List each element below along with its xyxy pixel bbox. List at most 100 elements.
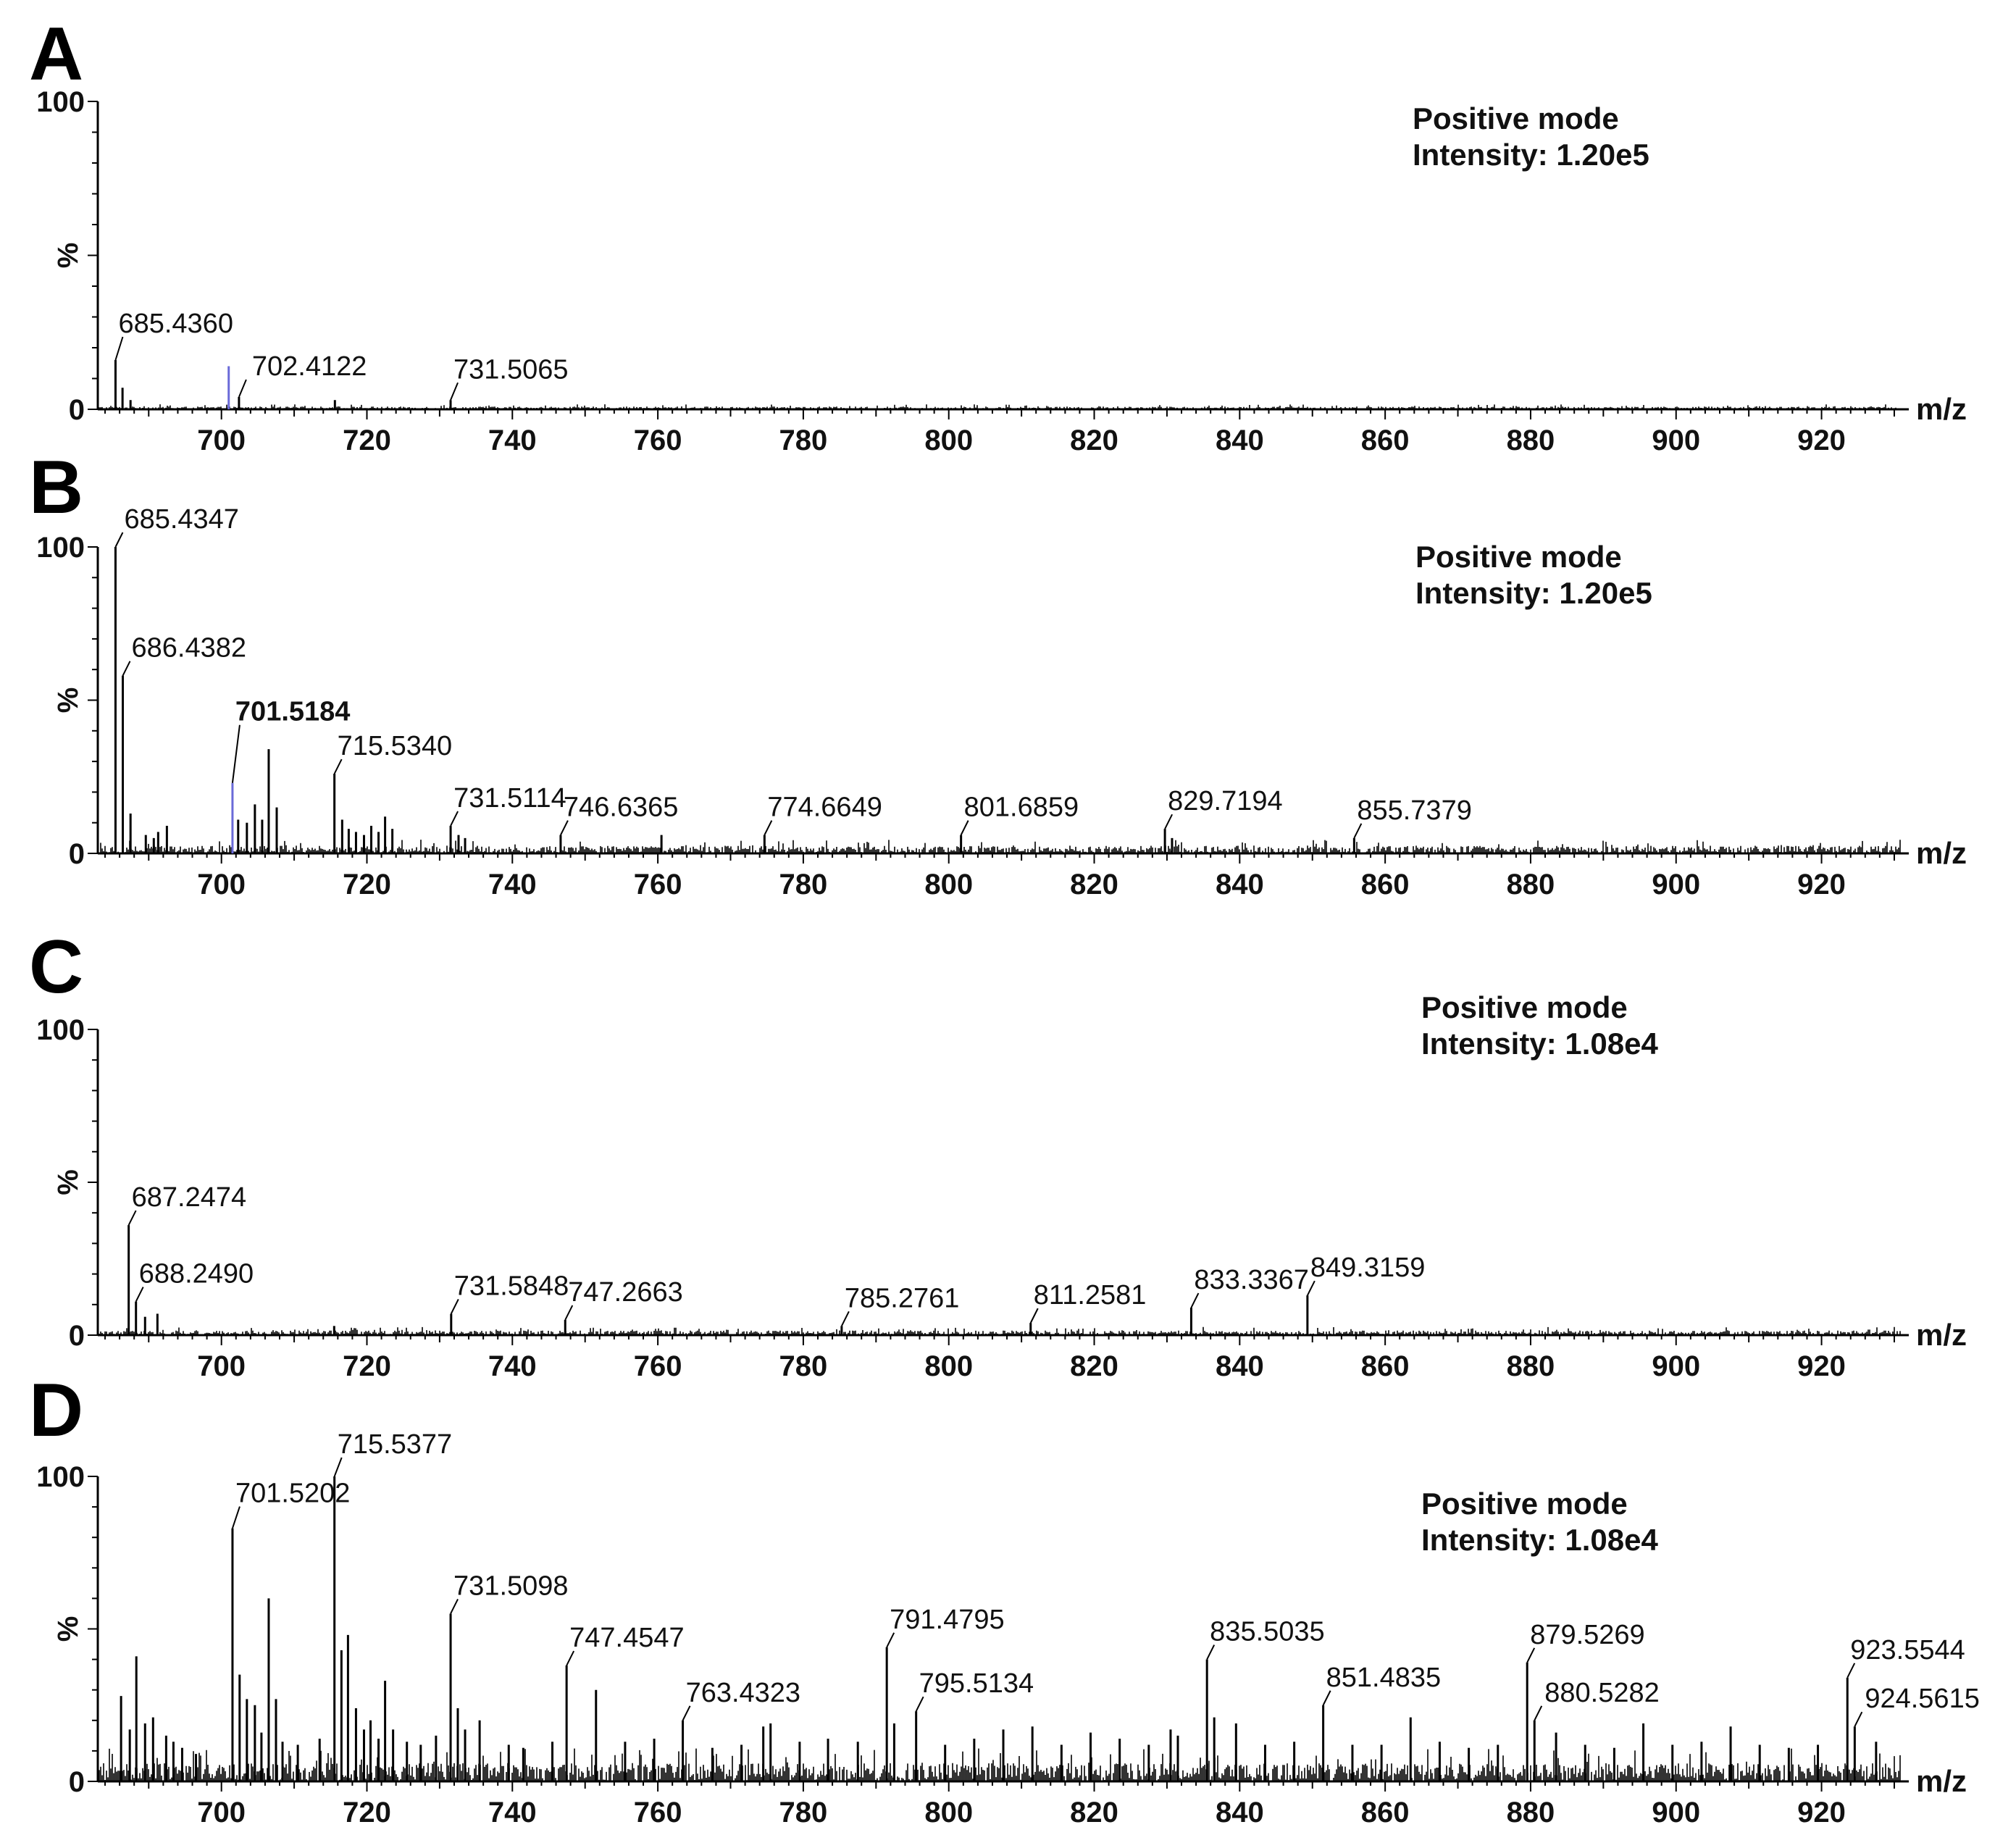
peak-leader xyxy=(840,1311,850,1326)
annotation-line: Intensity: 1.20e5 xyxy=(1415,576,1652,610)
panel-letter-d: D xyxy=(29,1368,83,1452)
x-tick-label: 920 xyxy=(1797,1350,1846,1382)
peak-label: 924.5615 xyxy=(1865,1684,1980,1714)
peak-leader xyxy=(564,1305,574,1321)
annotation-line: Intensity: 1.08e4 xyxy=(1421,1523,1658,1557)
peak-label: 763.4323 xyxy=(686,1678,800,1708)
peak-label: 801.6859 xyxy=(964,793,1079,823)
x-tick-label: 800 xyxy=(924,1350,973,1382)
peak-label: 731.5098 xyxy=(453,1571,569,1601)
peak-leader xyxy=(1846,1663,1856,1679)
peak-leader xyxy=(1029,1308,1039,1324)
peak-leader xyxy=(114,336,124,361)
y-tick-label: 0 xyxy=(69,394,85,426)
x-tick-label: 820 xyxy=(1070,425,1118,456)
peak-leader xyxy=(450,1299,459,1314)
x-tick-label: 780 xyxy=(779,1350,828,1382)
y-tick-label: 0 xyxy=(69,1766,85,1798)
x-tick-label: 840 xyxy=(1216,1797,1264,1828)
peak-leader xyxy=(135,1287,144,1303)
x-axis-label: m/z xyxy=(1916,392,1967,426)
y-axis-label: % xyxy=(52,687,84,714)
x-tick-label: 900 xyxy=(1652,1797,1700,1828)
x-tick-label: 720 xyxy=(343,425,391,456)
x-tick-label: 860 xyxy=(1361,1797,1410,1828)
peak-leader xyxy=(114,532,124,548)
x-tick-label: 860 xyxy=(1361,1350,1410,1382)
x-axis-label: m/z xyxy=(1916,836,1967,870)
x-tick-label: 880 xyxy=(1507,425,1555,456)
x-tick-label: 840 xyxy=(1216,425,1264,456)
y-tick-label: 0 xyxy=(69,1320,85,1352)
peak-label: 785.2761 xyxy=(845,1283,960,1313)
peak-label: 833.3367 xyxy=(1194,1265,1309,1295)
peak-leader xyxy=(1526,1647,1536,1663)
peak-leader xyxy=(960,820,969,836)
y-tick-label: 100 xyxy=(36,1014,85,1046)
peak-leader xyxy=(333,1457,343,1477)
annotation-line: Positive mode xyxy=(1421,1487,1628,1521)
y-tick-label: 100 xyxy=(36,532,85,564)
x-tick-label: 780 xyxy=(779,869,828,900)
peak-label: 746.6365 xyxy=(564,793,679,823)
peak-label: 774.6649 xyxy=(767,793,882,823)
peak-label: 701.5184 xyxy=(235,697,351,727)
peak-leader xyxy=(886,1632,895,1648)
peak-leader xyxy=(1353,823,1363,839)
peak-leader xyxy=(238,379,247,398)
peak-leader xyxy=(1164,814,1174,829)
x-tick-label: 760 xyxy=(634,1350,682,1382)
peak-leader xyxy=(450,811,459,827)
x-tick-label: 700 xyxy=(197,1350,246,1382)
peak-label: 855.7379 xyxy=(1357,795,1472,826)
peak-leader xyxy=(232,1506,241,1529)
x-tick-label: 900 xyxy=(1652,869,1700,900)
peak-leader xyxy=(915,1696,924,1712)
annotation-line: Positive mode xyxy=(1421,990,1628,1024)
noise-baseline xyxy=(99,1748,1901,1781)
peak-label: 851.4835 xyxy=(1326,1663,1442,1693)
peak-label: 686.4382 xyxy=(132,633,247,664)
x-tick-label: 740 xyxy=(488,1350,537,1382)
peak-leader xyxy=(1534,1705,1543,1721)
panel-letter-a: A xyxy=(29,12,83,96)
peak-label: 701.5202 xyxy=(235,1479,351,1509)
peak-label: 715.5377 xyxy=(338,1429,452,1460)
x-tick-label: 860 xyxy=(1361,425,1410,456)
peak-label: 747.4547 xyxy=(569,1623,685,1653)
peak-leader xyxy=(682,1705,691,1721)
x-tick-label: 880 xyxy=(1507,1797,1555,1828)
peak-label: 923.5544 xyxy=(1850,1635,1965,1665)
x-tick-label: 780 xyxy=(779,425,828,456)
x-tick-label: 800 xyxy=(924,425,973,456)
x-tick-label: 720 xyxy=(343,869,391,900)
peak-label: 747.2663 xyxy=(568,1277,683,1308)
x-tick-label: 700 xyxy=(197,425,246,456)
peak-label: 811.2581 xyxy=(1034,1280,1147,1311)
annotation-line: Intensity: 1.08e4 xyxy=(1421,1027,1658,1061)
peak-leader xyxy=(450,1599,459,1614)
peak-label: 685.4360 xyxy=(118,309,233,339)
peak-leader xyxy=(566,1650,575,1666)
x-tick-label: 760 xyxy=(634,425,682,456)
x-tick-label: 700 xyxy=(197,1797,246,1828)
peak-label: 715.5340 xyxy=(338,731,453,761)
y-tick-label: 100 xyxy=(36,1461,85,1493)
x-tick-label: 860 xyxy=(1361,869,1410,900)
noise-baseline xyxy=(99,404,1901,409)
x-tick-label: 720 xyxy=(343,1350,391,1382)
y-tick-label: 100 xyxy=(36,86,85,118)
peak-label: 685.4347 xyxy=(124,504,239,535)
peak-leader xyxy=(231,724,241,783)
peak-label: 880.5282 xyxy=(1544,1678,1660,1708)
panel-letter-c: C xyxy=(29,925,83,1009)
x-tick-label: 800 xyxy=(924,869,973,900)
x-tick-label: 780 xyxy=(779,1797,828,1828)
peak-label: 879.5269 xyxy=(1530,1620,1645,1650)
peak-leader xyxy=(450,382,459,401)
peak-label: 688.2490 xyxy=(139,1259,254,1289)
x-axis-label: m/z xyxy=(1916,1318,1967,1352)
peak-leader xyxy=(122,661,131,677)
